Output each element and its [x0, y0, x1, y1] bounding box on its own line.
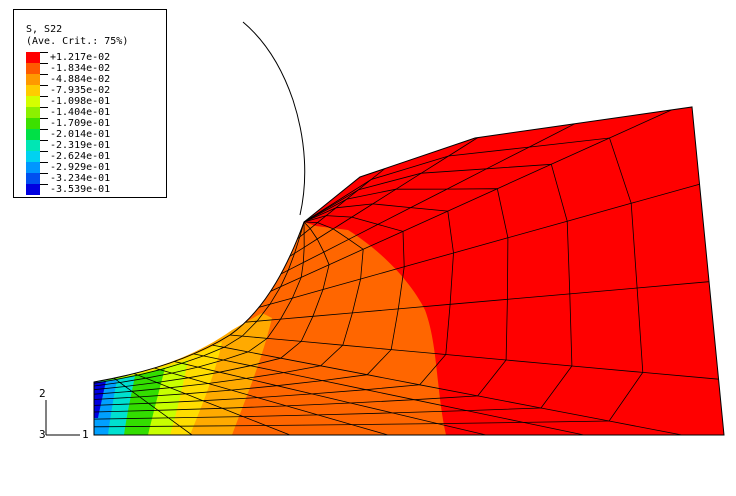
legend-swatch — [26, 118, 40, 129]
legend-label: -4.884e-02 — [50, 74, 111, 85]
legend-label: -1.709e-01 — [50, 118, 111, 129]
legend-swatch — [26, 184, 40, 195]
legend-entry: -2.624e-01 — [26, 151, 166, 162]
mesh-line — [93, 221, 364, 395]
legend-tick — [40, 129, 48, 130]
legend-tick — [40, 52, 48, 53]
legend-tick — [40, 173, 48, 174]
legend-label: -3.234e-01 — [50, 173, 111, 184]
mesh-line — [93, 163, 573, 420]
part-boundary — [93, 106, 725, 436]
legend-entry: -7.935e-02 — [26, 85, 166, 96]
legend-label: -2.929e-01 — [50, 162, 111, 173]
legend-swatch — [26, 140, 40, 151]
legend-swatch — [26, 85, 40, 96]
legend-tick — [40, 85, 48, 86]
legend-entry: -2.929e-01 — [26, 162, 166, 173]
legend-tick — [40, 96, 48, 97]
legend-swatch — [26, 74, 40, 85]
legend-swatch — [26, 173, 40, 184]
legend-entry: -3.234e-01 — [26, 173, 166, 184]
legend-entry: -2.014e-01 — [26, 129, 166, 140]
legend-swatch — [26, 151, 40, 162]
legend-swatch — [26, 129, 40, 140]
triad-axis-3-label: 3 — [39, 428, 46, 441]
legend-label: -3.539e-01 — [50, 184, 111, 195]
mesh-line — [93, 221, 305, 384]
mesh-line — [93, 215, 405, 400]
legend-swatch — [26, 107, 40, 118]
legend-entry: -4.884e-02 — [26, 74, 166, 85]
legend-tick — [40, 63, 48, 64]
legend-entry: +1.217e-02 — [26, 52, 166, 63]
legend-label: -2.624e-01 — [50, 151, 111, 162]
undeformed-outline — [242, 21, 306, 216]
legend-swatch — [26, 52, 40, 63]
legend-tick — [40, 140, 48, 141]
legend-label: -1.404e-01 — [50, 107, 111, 118]
coordinate-triad — [45, 400, 80, 436]
legend-label: -2.319e-01 — [50, 140, 111, 151]
mesh-line — [93, 221, 330, 391]
legend-swatch — [26, 162, 40, 173]
legend-entry: -1.404e-01 — [26, 107, 166, 118]
legend-label: -2.014e-01 — [50, 129, 111, 140]
contour-legend: S, S22 (Ave. Crit.: 75%) +1.217e-02 -1.83… — [13, 9, 167, 198]
mesh-grid — [93, 109, 719, 436]
legend-tick — [40, 151, 48, 152]
legend-swatch — [26, 96, 40, 107]
triad-axis-2-label: 2 — [39, 387, 46, 400]
mesh-line — [93, 137, 644, 428]
legend-label: -7.935e-02 — [50, 85, 111, 96]
legend-label: -1.834e-02 — [50, 63, 111, 74]
legend-tick — [40, 184, 48, 185]
legend-entry: -3.539e-01 — [26, 184, 166, 195]
legend-tick — [40, 162, 48, 163]
triad-axis-1-label: 1 — [82, 428, 89, 441]
legend-tick — [40, 118, 48, 119]
legend-entry: -1.709e-01 — [26, 118, 166, 129]
legend-entry: -1.098e-01 — [26, 96, 166, 107]
legend-tick — [40, 107, 48, 108]
legend-label: +1.217e-02 — [50, 52, 111, 63]
legend-entry: -1.834e-02 — [26, 63, 166, 74]
legend-label: -1.098e-01 — [50, 96, 111, 107]
mesh-line — [93, 188, 509, 413]
legend-averaging: (Ave. Crit.: 75%) — [26, 36, 129, 47]
legend-swatch — [26, 63, 40, 74]
legend-variable: S, S22 — [26, 24, 63, 35]
legend-entry: -2.319e-01 — [26, 140, 166, 151]
legend-tick — [40, 74, 48, 75]
mesh-line — [93, 221, 305, 387]
mesh-line — [93, 203, 454, 406]
